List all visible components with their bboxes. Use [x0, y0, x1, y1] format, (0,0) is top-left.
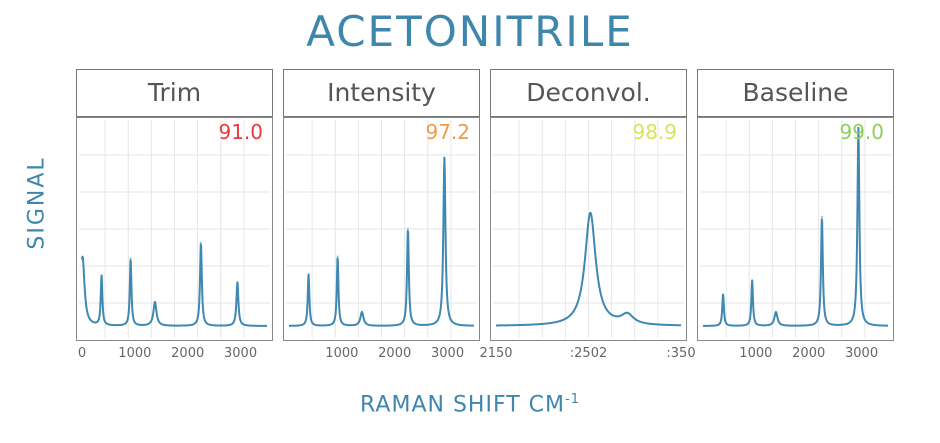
peak-point	[336, 255, 339, 258]
quality-score: 98.9	[632, 120, 677, 144]
peak-point	[820, 215, 823, 218]
peak-point	[589, 211, 592, 214]
x-tick-label: 3000	[431, 346, 465, 361]
quality-score: 99.0	[839, 120, 884, 144]
peak-point	[406, 227, 409, 230]
panel-2: Intensity 97.2	[283, 69, 480, 341]
x-tick-label: :2502	[569, 346, 608, 361]
x-tick-label: 3000	[224, 346, 258, 361]
x-tick-label: 1000	[325, 346, 359, 361]
panel-3: Deconvol. 98.9	[490, 69, 687, 341]
quality-score: 97.2	[425, 120, 470, 144]
peak-point	[199, 241, 202, 244]
spectrum-plot	[286, 120, 477, 338]
x-tick-label: 3000	[845, 346, 879, 361]
panel-title: Trim	[76, 69, 273, 117]
x-tick-label: 0	[77, 346, 87, 361]
peak-point	[443, 156, 446, 159]
spectrum-line	[81, 243, 268, 327]
plot-area	[283, 117, 480, 341]
x-tick-label: :350	[666, 346, 696, 361]
spectrum-plot	[493, 120, 684, 338]
peak-point	[360, 310, 363, 313]
x-tick-label: 2000	[792, 346, 826, 361]
peak-point	[722, 293, 725, 296]
spectrum-plot	[700, 120, 891, 338]
spectrum-plot	[79, 120, 270, 338]
peak-point	[153, 301, 156, 304]
spectrum-line	[288, 156, 475, 327]
spectrum-line	[702, 126, 889, 327]
peak-point	[774, 310, 777, 313]
peak-point	[307, 273, 310, 276]
x-tick-label: 2150	[479, 346, 513, 361]
panel-title: Baseline	[697, 69, 894, 117]
y-axis-label: SIGNAL	[24, 156, 50, 250]
x-tick-label: 2000	[171, 346, 205, 361]
x-axis-label-text: RAMAN SHIFT CM	[360, 392, 565, 418]
chart-title: ACETONITRILE	[306, 7, 634, 56]
peak-point	[81, 255, 84, 258]
panel-title: Intensity	[283, 69, 480, 117]
peak-point	[626, 311, 629, 314]
panel-1: Trim 91.0	[76, 69, 273, 341]
peak-point	[857, 126, 860, 129]
peak-point	[236, 281, 239, 284]
plot-area	[490, 117, 687, 341]
panel-4: Baseline 99.0	[697, 69, 894, 341]
x-tick-label: 2000	[378, 346, 412, 361]
quality-score: 91.0	[218, 120, 263, 144]
peak-point	[100, 274, 103, 277]
panel-title: Deconvol.	[490, 69, 687, 117]
peak-point	[129, 257, 132, 260]
x-axis-label: RAMAN SHIFT CM-1	[0, 392, 940, 417]
x-tick-label: 1000	[739, 346, 773, 361]
spectrum-line	[495, 211, 682, 327]
x-axis-label-exponent: -1	[565, 392, 580, 407]
plot-area	[76, 117, 273, 341]
peak-point	[751, 279, 754, 282]
plot-area	[697, 117, 894, 341]
x-tick-label: 1000	[118, 346, 152, 361]
